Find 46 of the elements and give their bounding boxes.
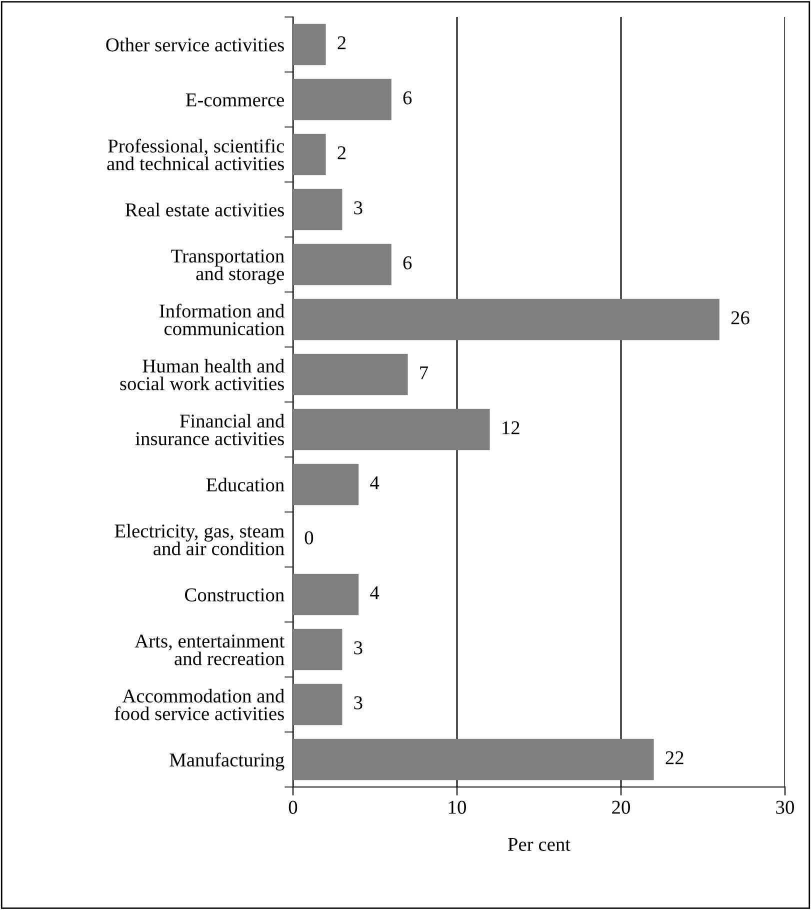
data-label: 6 (403, 256, 412, 270)
y-tick-label: Transportation and storage (171, 250, 284, 284)
data-label: 0 (304, 531, 314, 544)
y-tick-label: Manufacturing (170, 752, 284, 771)
x-tick-label: 30 (776, 800, 794, 814)
data-label: 7 (420, 366, 428, 380)
x-tick-label: 10 (448, 800, 466, 814)
x-tick-label: 0 (288, 800, 298, 814)
y-tick-label: Education (206, 478, 284, 492)
bar (293, 464, 359, 506)
bar (293, 78, 392, 120)
data-label: 4 (370, 476, 380, 490)
data-label: 4 (370, 586, 380, 600)
data-label: 12 (502, 421, 520, 434)
data-label: 6 (403, 91, 412, 104)
y-tick-label: Information and communication (160, 304, 284, 336)
y-tick-label: Financial and insurance activities (136, 414, 284, 446)
y-tick-label: Electricity, gas, steam and air condition (114, 524, 284, 556)
bar (293, 408, 490, 450)
data-label: 26 (731, 311, 750, 324)
data-label: 22 (666, 751, 684, 764)
bar (293, 354, 408, 396)
y-tick-label: Real estate activities (125, 202, 284, 216)
y-tick-label: Other service activities (106, 38, 284, 52)
bar (293, 24, 326, 66)
bar (293, 738, 654, 780)
bar (293, 574, 359, 616)
y-tick-label: Arts, entertainment and recreation (134, 634, 285, 666)
data-label: 3 (354, 696, 362, 710)
y-tick-label: E-commerce (186, 94, 284, 106)
y-tick-label: Construction (185, 588, 284, 602)
bar (293, 134, 326, 176)
data-label: 3 (354, 641, 362, 654)
bar (293, 628, 342, 670)
data-label: 2 (338, 36, 346, 50)
y-tick-label: Human health and social work activities (120, 358, 284, 390)
bar (293, 684, 342, 726)
y-tick-label: Accommodation and food service activities (114, 688, 284, 720)
y-tick-label: Professional, scientific and technical activities (107, 138, 284, 170)
data-label: 2 (338, 146, 346, 160)
x-axis-title: Per cent (508, 838, 570, 851)
bar (293, 298, 720, 340)
x-tick-label: 20 (612, 800, 630, 814)
data-label: 3 (354, 201, 362, 214)
bar (293, 244, 392, 286)
bar (293, 188, 342, 230)
